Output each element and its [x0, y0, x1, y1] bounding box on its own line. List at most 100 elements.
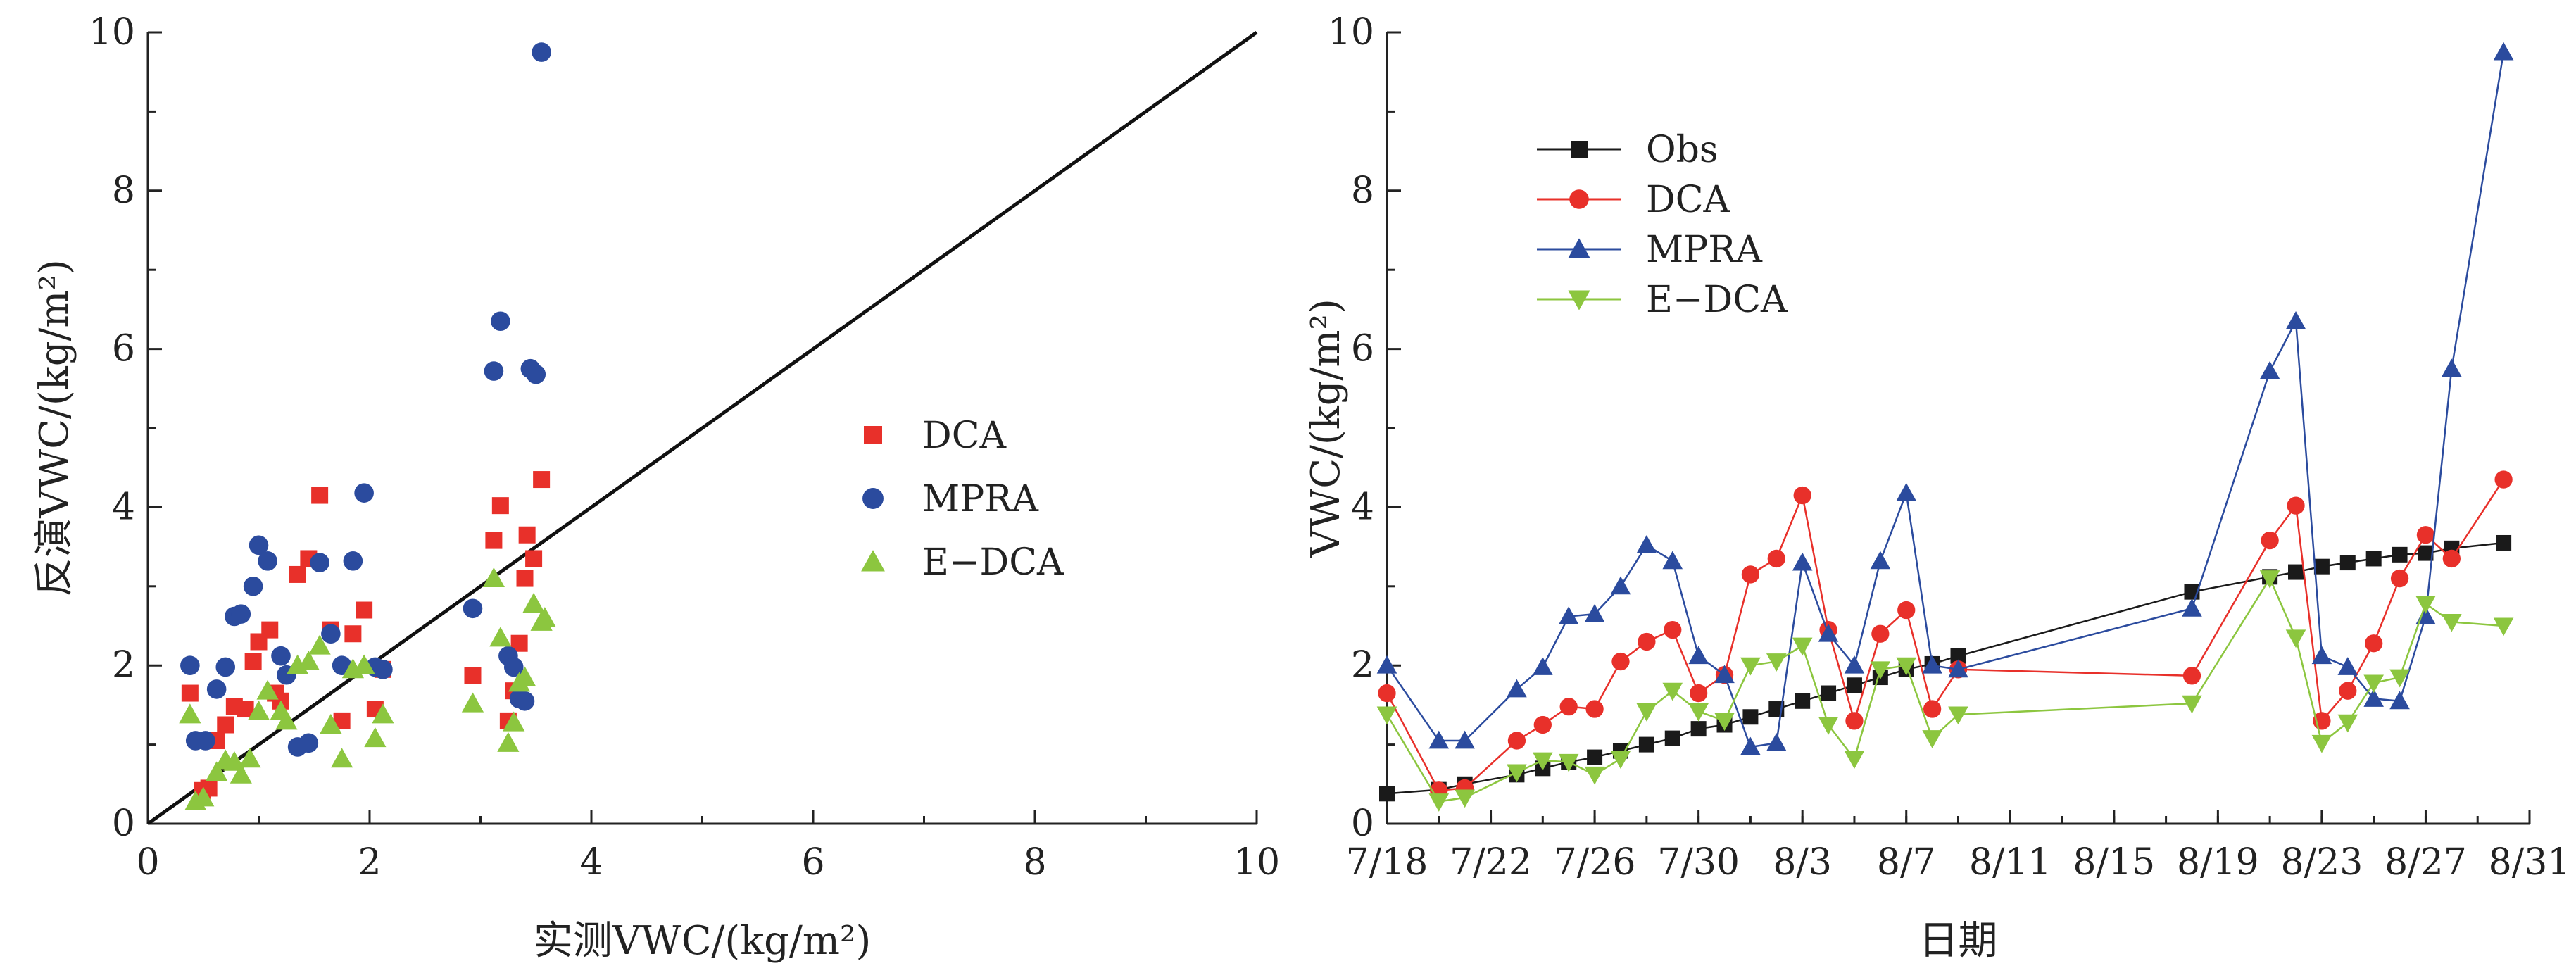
series-point-mpra	[1662, 551, 1683, 570]
series-point-edca	[1533, 752, 1553, 771]
x-tick-label: 8/15	[2073, 841, 2155, 884]
scatter-point-edca	[513, 666, 536, 686]
scatter-point-mpra	[321, 624, 341, 644]
legend-label: Obs	[1646, 129, 1719, 171]
series-point-edca	[2285, 629, 2306, 648]
legend-marker	[1568, 238, 1590, 258]
series-point-mpra	[1714, 665, 1735, 684]
series-point-mpra	[1922, 655, 1942, 674]
legend-label: E−DCA	[1646, 279, 1788, 321]
series-point-edca	[1896, 657, 1917, 676]
scatter-point-mpra	[354, 483, 374, 503]
x-tick-label: 8/27	[2385, 841, 2467, 884]
scatter-point-mpra	[215, 657, 236, 677]
scatter-point-edca	[489, 627, 512, 647]
scatter-point-dca	[525, 550, 543, 567]
scatter-point-edca	[503, 711, 525, 732]
series-point-mpra	[1610, 576, 1631, 595]
series-point-mpra	[1376, 655, 1397, 674]
series-point-obs	[2313, 558, 2330, 575]
series-point-dca	[1378, 684, 1396, 703]
series-point-edca	[1792, 637, 1813, 656]
series-point-dca	[2182, 667, 2201, 685]
scatter-point-mpra	[515, 691, 535, 711]
scatter-chart: 0 2 4 6 8 10 0 2 4 6 8 10 实测VWC/(kg/m²) 反演VWC/(kg/m²)…	[32, 11, 1280, 964]
series-point-edca	[2337, 714, 2358, 733]
scatter-point-mpra	[196, 731, 215, 751]
scatter-point-dca	[518, 526, 536, 544]
series-point-edca	[1740, 657, 1761, 676]
y-tick-label: 2	[1351, 644, 1374, 686]
series-point-edca	[1870, 661, 1891, 680]
scatter-point-mpra	[343, 551, 363, 571]
series-point-mpra	[1740, 736, 1761, 755]
scatter-point-mpra	[206, 679, 227, 699]
x-tick-label: 8/11	[1969, 841, 2052, 884]
series-point-mpra	[1455, 730, 1475, 749]
series-point-edca	[1662, 682, 1683, 701]
series-point-dca	[2416, 526, 2435, 544]
series-point-obs	[2392, 546, 2408, 563]
series-point-dca	[1585, 700, 1604, 718]
series-point-dca	[1507, 732, 1526, 750]
y-tick-label: 8	[112, 170, 135, 212]
legend-label: DCA	[1646, 179, 1730, 221]
scatter-point-mpra	[484, 361, 504, 381]
series-point-edca	[2182, 695, 2202, 714]
series-point-mpra	[1948, 659, 1968, 678]
scatter-point-edca	[331, 748, 353, 768]
series-point-edca	[1636, 703, 1657, 722]
legend-marker	[861, 550, 885, 572]
series-point-dca	[1533, 715, 1552, 734]
legend-marker	[864, 426, 882, 444]
scatter-point-mpra	[491, 311, 510, 332]
scatter-point-mpra	[503, 657, 524, 677]
series-point-edca	[2415, 596, 2436, 614]
x-tick-label: 8/23	[2281, 841, 2363, 884]
series-point-dca	[1689, 684, 1708, 703]
series-point-dca	[1741, 565, 1760, 584]
y-tick-label: 0	[112, 803, 135, 845]
series-point-mpra	[1507, 679, 1527, 698]
x-axis-title: 实测VWC/(kg/m²)	[534, 918, 872, 964]
series-point-edca	[1688, 703, 1709, 722]
y-tick-label: 10	[89, 11, 135, 54]
scatter-point-dca	[485, 532, 503, 549]
x-tick-label: 10	[1233, 841, 1280, 884]
scatter-point-mpra	[180, 655, 200, 675]
legend-marker	[1569, 189, 1589, 209]
series-point-obs	[2339, 555, 2356, 571]
series-point-dca	[1793, 486, 1811, 505]
scatter-point-edca	[353, 654, 375, 674]
x-tick-label: 7/18	[1346, 841, 1428, 884]
series-point-edca	[1766, 653, 1787, 672]
scatter-point-dca	[261, 621, 279, 639]
series-point-mpra	[1636, 535, 1657, 553]
scatter-point-dca	[289, 565, 306, 583]
series-point-edca	[1455, 789, 1475, 808]
scatter-point-dca	[356, 601, 373, 619]
scatter-point-edca	[522, 592, 545, 613]
scatter-point-mpra	[249, 535, 269, 555]
x-tick-label: 8	[1023, 841, 1046, 884]
series-point-edca	[2311, 734, 2332, 753]
scatter-point-dca	[344, 625, 362, 643]
series-point-dca	[1845, 712, 1864, 730]
scatter-point-mpra	[271, 646, 291, 666]
series-point-obs	[1638, 736, 1654, 753]
series-point-mpra	[1870, 551, 1891, 570]
series-point-obs	[1795, 693, 1811, 709]
legend-label: DCA	[922, 415, 1007, 457]
series-point-obs	[2288, 564, 2304, 580]
y-tick-label: 0	[1351, 803, 1374, 845]
one-to-one-line	[146, 30, 1258, 826]
scatter-point-mpra	[373, 660, 393, 679]
series-point-mpra	[1584, 603, 1605, 622]
series-point-obs	[2365, 551, 2382, 567]
scatter-point-edca	[308, 634, 331, 655]
x-tick-label: 7/26	[1554, 841, 1636, 884]
series-point-mpra	[2285, 310, 2306, 329]
series-point-mpra	[2389, 691, 2410, 710]
series-point-dca	[2390, 569, 2409, 588]
series-point-obs	[1379, 786, 1395, 802]
